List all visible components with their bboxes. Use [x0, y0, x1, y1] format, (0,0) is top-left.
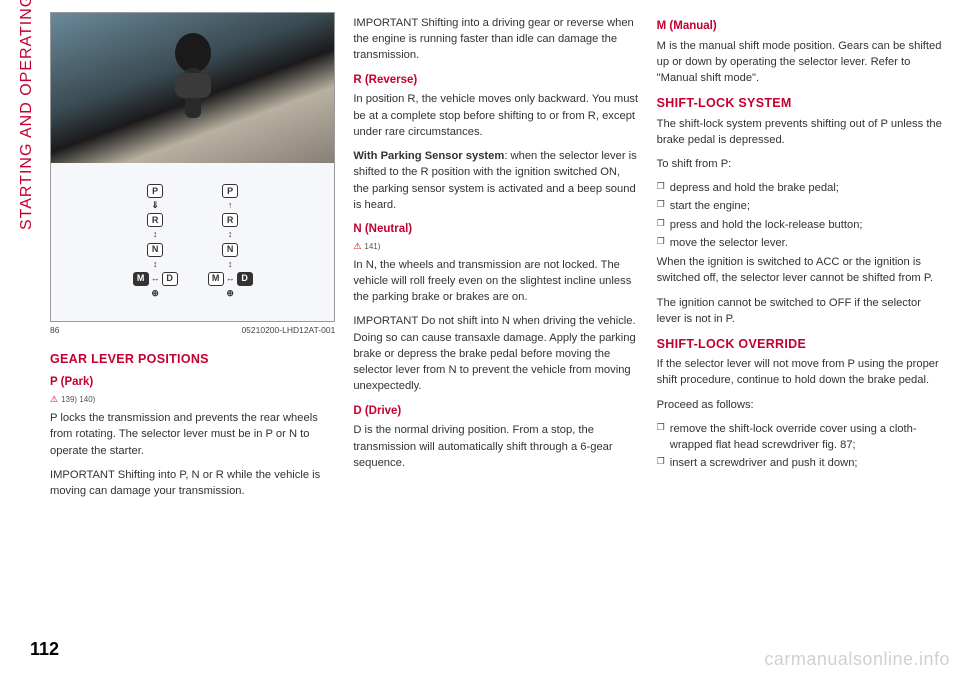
- bullet-sl-3: press and hold the lock-release button;: [657, 217, 942, 233]
- para-important-1: IMPORTANT Shifting into P, N or R while …: [50, 467, 335, 499]
- section-title: STARTING AND OPERATING: [18, 0, 36, 230]
- heading-r-reverse: R (Reverse): [353, 72, 638, 89]
- page-number: 112: [30, 639, 59, 660]
- para-so-2: Proceed as follows:: [657, 397, 942, 413]
- page: STARTING AND OPERATING P⇓ R↕ N↕: [0, 0, 960, 678]
- bullet-text: insert a screwdriver and push it down;: [670, 455, 858, 471]
- para-reverse: In position R, the vehicle moves only ba…: [353, 91, 638, 140]
- sidebar: STARTING AND OPERATING: [0, 0, 50, 620]
- bullet-so-2: insert a screwdriver and push it down;: [657, 455, 942, 471]
- para-sl-1: The shift-lock system prevents shifting …: [657, 116, 942, 148]
- para-important-2: IMPORTANT Shifting into a driving gear o…: [353, 15, 638, 64]
- para-neutral-2: IMPORTANT Do not shift into N when drivi…: [353, 313, 638, 394]
- heading-shift-lock-override: SHIFT-LOCK OVERRIDE: [657, 335, 942, 353]
- bullet-text: move the selector lever.: [670, 235, 788, 251]
- bullet-text: press and hold the lock-release button;: [670, 217, 863, 233]
- content-columns: P⇓ R↕ N↕ M↔D ⊕ P↑ R↕ N↕ M↔D ⊕: [50, 0, 960, 678]
- heading-p-park: P (Park): [50, 374, 335, 391]
- warning-refs-2: 141): [353, 240, 638, 253]
- para-p-lock: P locks the transmission and prevents th…: [50, 410, 335, 459]
- heading-m-manual: M (Manual): [657, 18, 942, 35]
- heading-gear-positions: GEAR LEVER POSITIONS: [50, 350, 335, 368]
- bullet-sl-1: depress and hold the brake pedal;: [657, 180, 942, 196]
- column-1: P⇓ R↕ N↕ M↔D ⊕ P↑ R↕ N↕ M↔D ⊕: [50, 12, 335, 678]
- bullet-sl-4: move the selector lever.: [657, 235, 942, 251]
- bullet-so-1: remove the shift-lock override cover usi…: [657, 421, 942, 453]
- gear-pattern-right: P↑ R↕ N↕ M↔D ⊕: [208, 184, 253, 299]
- heading-shift-lock: SHIFT-LOCK SYSTEM: [657, 94, 942, 112]
- column-3: M (Manual) M is the manual shift mode po…: [657, 12, 942, 678]
- bullet-text: remove the shift-lock override cover usi…: [670, 421, 942, 453]
- bullet-text: depress and hold the brake pedal;: [670, 180, 839, 196]
- figure-photo: [51, 13, 334, 163]
- para-sl-4: The ignition cannot be switched to OFF i…: [657, 295, 942, 327]
- figure-number: 86: [50, 324, 59, 336]
- gear-pattern-left: P⇓ R↕ N↕ M↔D ⊕: [133, 184, 178, 299]
- figure-diagram: P⇓ R↕ N↕ M↔D ⊕ P↑ R↕ N↕ M↔D ⊕: [51, 163, 334, 321]
- para-so-1: If the selector lever will not move from…: [657, 356, 942, 388]
- para-neutral-1: In N, the wheels and transmission are no…: [353, 257, 638, 306]
- gear-knob-icon: [163, 28, 223, 148]
- heading-d-drive: D (Drive): [353, 403, 638, 420]
- para-drive: D is the normal driving position. From a…: [353, 422, 638, 471]
- figure-code: 05210200-LHD12AT-001: [241, 324, 335, 336]
- column-2: IMPORTANT Shifting into a driving gear o…: [353, 12, 638, 678]
- bullet-sl-2: start the engine;: [657, 198, 942, 214]
- bold-parking-sensor: With Parking Sensor system: [353, 150, 504, 162]
- figure-caption: 86 05210200-LHD12AT-001: [50, 324, 335, 336]
- heading-n-neutral: N (Neutral): [353, 221, 638, 238]
- warning-refs-1: 139) 140): [50, 393, 335, 406]
- para-parking-sensor: With Parking Sensor system: when the sel…: [353, 148, 638, 213]
- para-manual: M is the manual shift mode position. Gea…: [657, 38, 942, 87]
- para-sl-2: To shift from P:: [657, 156, 942, 172]
- figure-86: P⇓ R↕ N↕ M↔D ⊕ P↑ R↕ N↕ M↔D ⊕: [50, 12, 335, 322]
- para-sl-3: When the ignition is switched to ACC or …: [657, 254, 942, 286]
- bullet-text: start the engine;: [670, 198, 750, 214]
- watermark: carmanualsonline.info: [764, 649, 950, 670]
